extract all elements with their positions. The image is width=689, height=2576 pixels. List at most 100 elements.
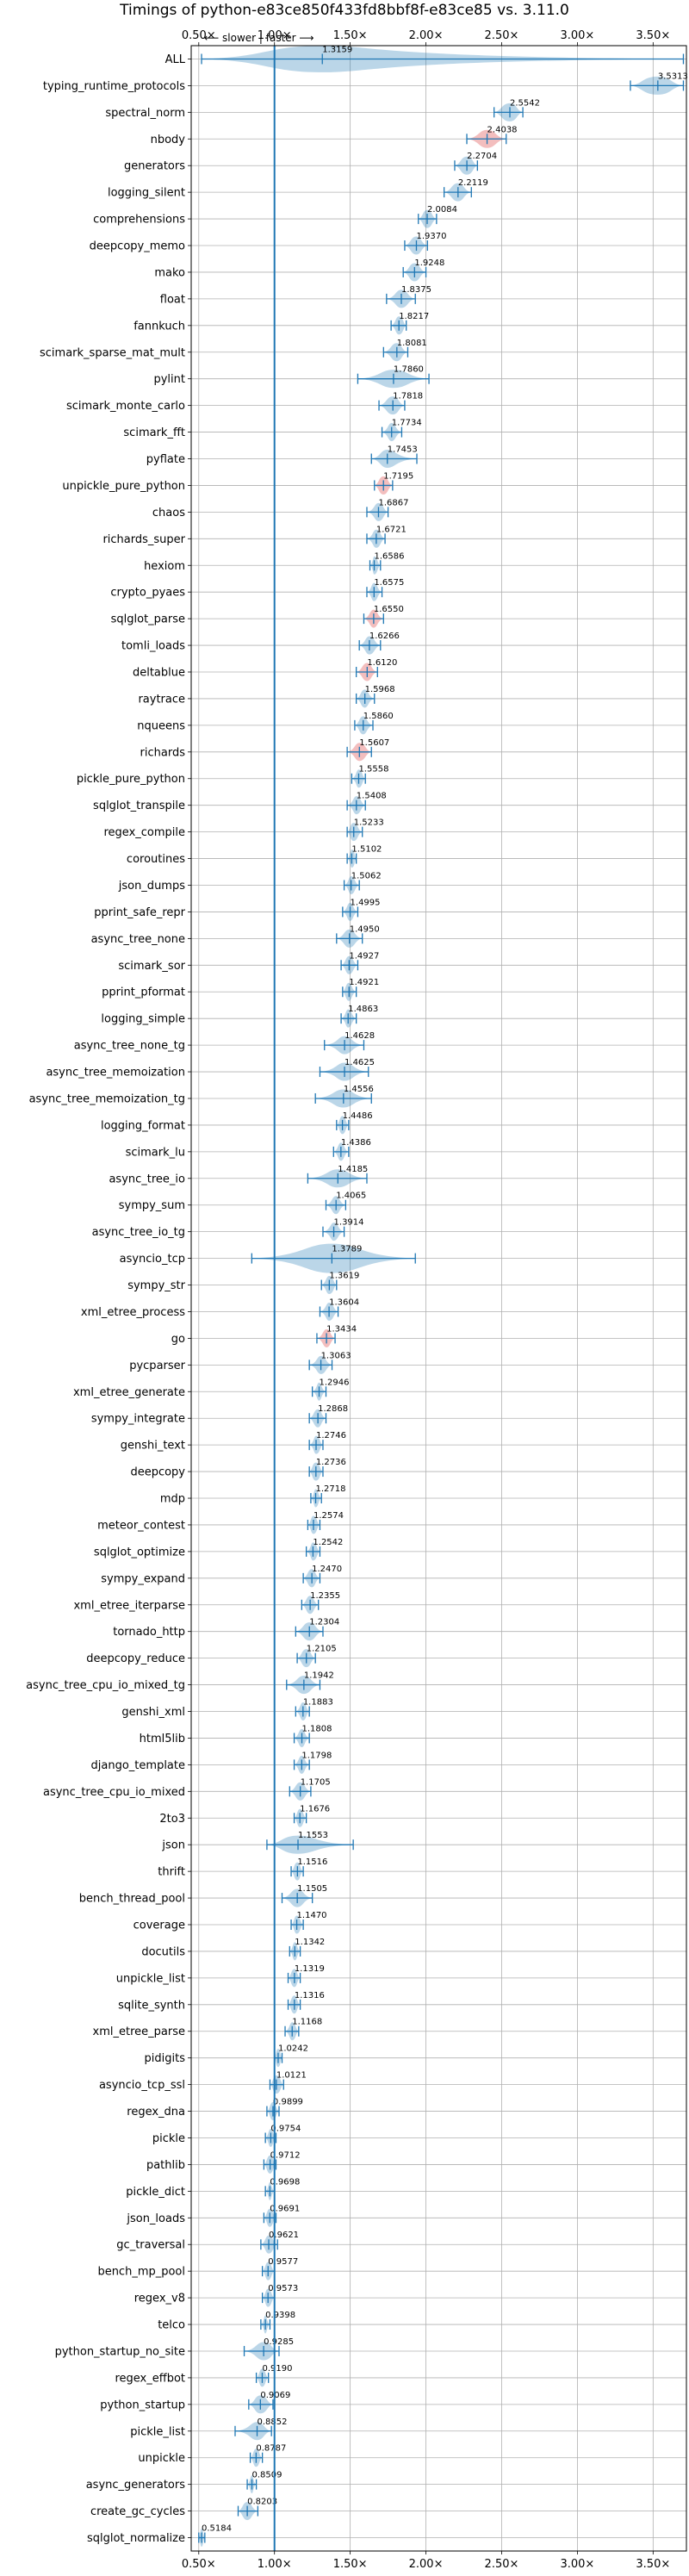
category-label: pidigits [145,2052,186,2065]
category-label: meteor_contest [97,1519,185,1532]
category-label: tomli_loads [121,640,185,653]
x-tick-label-bottom: 1.50× [333,2558,368,2571]
x-tick-label-top: 3.00× [560,29,594,42]
category-label: sympy_integrate [91,1413,185,1426]
category-label: pickle_list [130,2425,185,2438]
category-label: scimark_sor [118,960,185,973]
category-label: pickle_dict [126,2186,185,2199]
category-label: create_gc_cycles [90,2505,185,2518]
value-label: 1.0121 [276,2071,307,2081]
category-label: pprint_pformat [102,986,185,999]
value-label: 1.1505 [297,1884,327,1894]
category-label: telco [158,2319,185,2332]
x-tick-label-bottom: 2.50× [485,2558,519,2571]
category-label: logging_simple [101,1013,185,1026]
category-label: 2to3 [159,1813,185,1826]
value-label: 1.6575 [374,578,404,588]
category-label: regex_dna [127,2106,185,2119]
category-label: genshi_xml [121,1706,185,1719]
category-label: pylint [153,373,185,386]
category-label: scimark_monte_carlo [66,400,185,413]
value-label: 1.1676 [300,1804,330,1814]
x-tick-label-top: 0.50× [182,29,216,42]
value-label: 1.0242 [278,2044,308,2054]
category-label: xml_etree_process [81,1306,185,1319]
category-label: comprehensions [93,214,185,227]
value-label: 1.1316 [295,1991,325,2000]
direction-annotation: ⟵ slower | faster ⟶ [204,32,314,44]
x-tick-label-bottom: 1.00× [258,2558,292,2571]
value-label: 1.5408 [357,792,387,801]
value-label: 0.8509 [251,2471,282,2480]
value-label: 0.9899 [273,2098,303,2107]
category-label: async_tree_io [109,1173,185,1185]
grid-layer [191,46,686,2551]
category-label: chaos [152,507,185,520]
category-label: sympy_str [127,1279,185,1292]
value-label: 1.2304 [309,1618,339,1627]
category-label: async_tree_memoization_tg [29,1092,185,1105]
value-label: 1.8081 [397,339,427,348]
category-label: go [171,1333,185,1346]
category-label: nbody [151,134,186,146]
value-label: 1.1342 [295,1938,325,1947]
marks-layer [198,46,685,2548]
category-label: coroutines [127,853,185,866]
value-label: 1.6586 [375,551,405,561]
category-label: pprint_safe_repr [94,906,185,919]
category-label: xml_etree_generate [73,1386,185,1399]
category-label: thrift [158,1866,185,1879]
value-label: 3.5313 [658,72,688,81]
value-label: 1.4628 [344,1031,375,1041]
value-label: 1.7195 [383,471,413,481]
category-label: coverage [133,1920,185,1932]
value-label: 1.1942 [304,1671,334,1681]
value-label: 0.5184 [202,2524,232,2534]
value-label: 1.7860 [394,365,424,375]
category-label: ALL [165,53,186,66]
value-label: 1.8375 [401,285,431,295]
value-label: 1.5860 [363,712,394,721]
value-label: 2.0084 [427,205,457,215]
category-label: async_tree_none [91,933,185,946]
category-label: mdp [160,1493,185,1506]
value-label: 1.4995 [351,898,381,907]
value-label: 1.6550 [374,605,404,614]
value-label: 0.9754 [270,2124,301,2133]
category-label: django_template [91,1759,185,1772]
value-label: 0.8203 [247,2498,277,2507]
category-label: sqlglot_normalize [87,2532,185,2545]
value-label: 1.5062 [351,871,382,880]
value-label: 1.4927 [349,951,379,961]
x-tick-label-top: 1.00× [258,29,292,42]
category-label: deepcopy_memo [90,240,185,253]
category-label: deepcopy [130,1466,185,1479]
value-label: 1.7818 [393,392,423,401]
category-label: pathlib [146,2159,185,2172]
category-label: unpickle_list [116,1972,185,1985]
category-label: pickle [152,2132,185,2145]
value-label: 1.4863 [348,1005,378,1014]
category-label: raytrace [138,693,185,706]
value-label: 1.9248 [414,258,444,268]
value-label: 1.4386 [341,1138,371,1148]
axis-layer: 0.50× 0.50× 1.00× 1.00× 1.50× 1.50× 2.00× 2.00×… [182,29,687,2571]
category-label: mako [154,266,185,279]
value-label: 1.2868 [318,1404,348,1414]
category-label: regex_compile [103,826,185,839]
value-label: 1.1319 [295,1964,325,1974]
category-label: hexiom [144,560,185,573]
value-label: 1.3619 [329,1272,359,1281]
category-label: html5lib [140,1733,185,1745]
x-tick-label-top: 3.50× [636,29,670,42]
value-label: 1.2355 [310,1591,340,1601]
value-label: 1.4921 [349,978,379,987]
category-label: spectral_norm [105,107,185,120]
value-label: 1.4065 [336,1192,366,1201]
value-label: 1.1516 [297,1857,327,1867]
category-label: crypto_pyaes [110,587,185,600]
x-tick-label-bottom: 3.50× [636,2558,670,2571]
value-label: 2.2119 [458,178,488,188]
value-label: 1.4185 [338,1165,368,1174]
